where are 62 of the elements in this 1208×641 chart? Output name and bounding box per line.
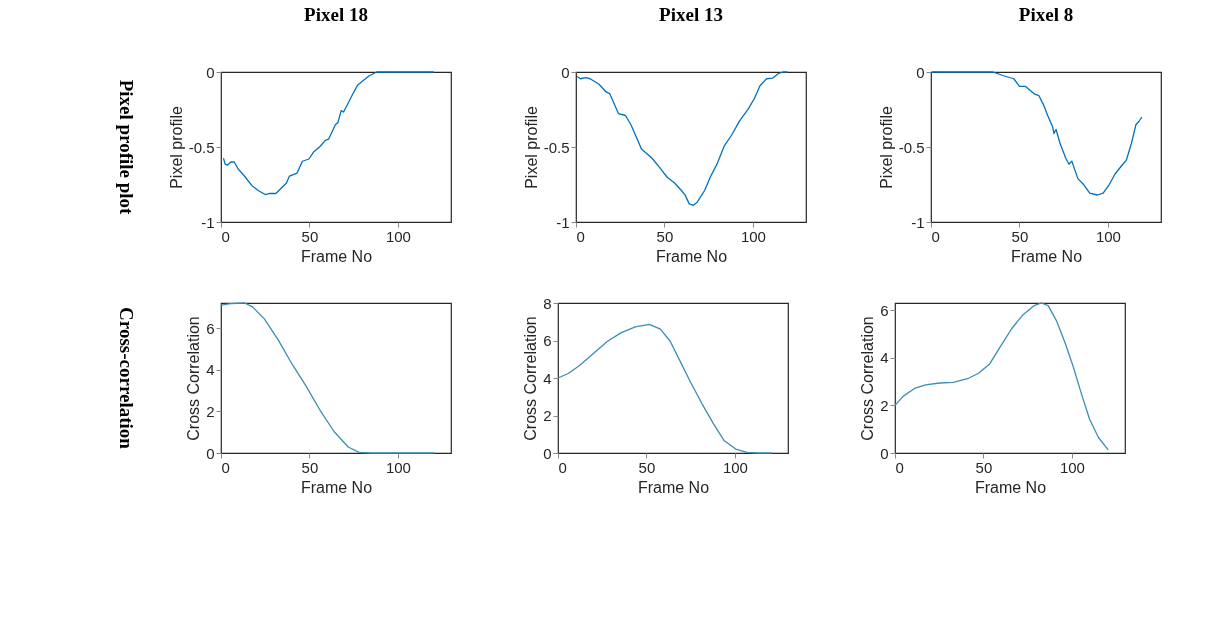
- x-axis-title: Frame No: [300, 478, 373, 496]
- x-axis-title: Frame No: [1010, 247, 1083, 265]
- x-axis-title: Frame No: [655, 247, 728, 265]
- y-axis-title: Cross Correlation: [859, 316, 877, 441]
- x-tick-label: 0: [576, 227, 585, 245]
- x-axis-title: Frame No: [300, 247, 373, 265]
- y-tick-label: 0: [543, 444, 552, 462]
- x-axis-title: Frame No: [974, 478, 1047, 496]
- line-series: [557, 323, 773, 454]
- line-series: [894, 302, 1109, 451]
- x-tick-label: 100: [385, 458, 411, 476]
- x-tick-label: 50: [301, 227, 319, 245]
- y-tick-label: 4: [206, 361, 215, 379]
- x-tick-label: 100: [385, 227, 411, 245]
- line-series: [222, 71, 435, 196]
- y-tick-label: 0: [561, 63, 570, 81]
- y-tick-label: 4: [543, 369, 552, 387]
- y-tick-label: -1: [201, 213, 215, 231]
- x-tick-label: 50: [975, 458, 993, 476]
- y-axis-title: Pixel profile: [877, 106, 895, 189]
- y-tick-label: 6: [206, 319, 215, 337]
- y-tick-label: -1: [556, 213, 570, 231]
- x-tick-label: 50: [1011, 227, 1029, 245]
- y-tick-label: 2: [543, 407, 552, 424]
- y-axis-title: Pixel profile: [522, 106, 540, 189]
- y-tick-label: -0.5: [188, 138, 215, 156]
- y-axis-title: Cross Correlation: [522, 316, 540, 441]
- x-tick-label: 50: [301, 458, 319, 476]
- x-tick-label: 100: [1095, 227, 1121, 245]
- y-tick-label: 6: [880, 301, 889, 319]
- y-tick-label: -0.5: [543, 138, 570, 156]
- y-tick-label: 0: [880, 444, 889, 462]
- y-axis-title: Cross Correlation: [185, 316, 203, 441]
- y-tick-label: -1: [911, 213, 925, 231]
- x-tick-label: 100: [1059, 458, 1085, 476]
- y-tick-label: 0: [206, 444, 215, 462]
- x-axis-title: Frame No: [637, 478, 710, 496]
- x-tick-label: 50: [656, 227, 674, 245]
- x-tick-label: 100: [740, 227, 766, 245]
- chart-title: Pixel 8: [1018, 4, 1074, 25]
- x-tick-label: 0: [895, 458, 904, 476]
- y-tick-label: 6: [543, 332, 552, 349]
- y-axis-title: Pixel profile: [167, 106, 185, 189]
- y-tick-label: -0.5: [898, 138, 925, 156]
- y-tick-label: 2: [206, 402, 215, 420]
- line-series: [576, 71, 789, 206]
- chart-title: Pixel 13: [659, 4, 723, 25]
- y-tick-label: 2: [880, 396, 889, 414]
- x-tick-label: 0: [221, 227, 230, 245]
- text: Cross-correlation: [116, 307, 137, 450]
- y-tick-label: 8: [543, 294, 552, 312]
- x-tick-label: 50: [638, 458, 656, 476]
- y-tick-label: 0: [206, 63, 215, 81]
- chart-title: Pixel 18: [304, 4, 368, 25]
- y-tick-label: 0: [916, 63, 925, 81]
- x-tick-label: 0: [221, 458, 230, 476]
- line-series: [931, 71, 1143, 196]
- y-tick-label: 4: [880, 349, 889, 367]
- line-series: [220, 302, 436, 454]
- x-tick-label: 100: [722, 458, 748, 476]
- text: Pixel profile plot: [116, 79, 137, 216]
- x-tick-label: 0: [931, 227, 940, 245]
